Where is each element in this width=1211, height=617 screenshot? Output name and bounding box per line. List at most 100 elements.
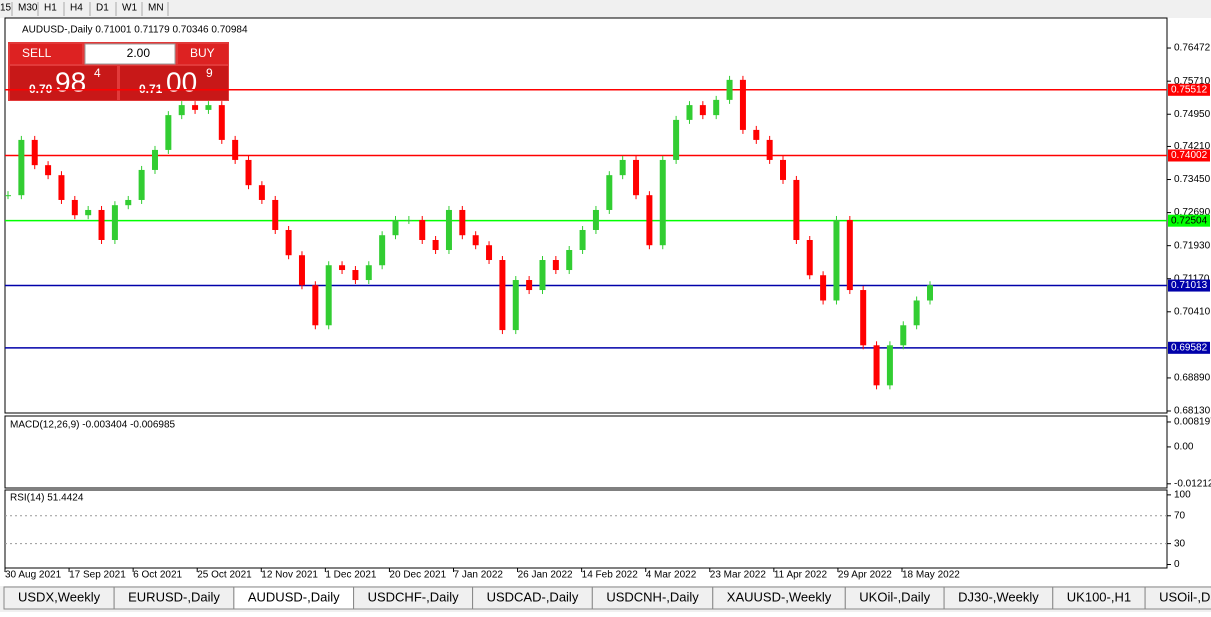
level-tag <box>1168 149 1210 162</box>
candle <box>285 229 292 256</box>
candle <box>178 105 185 116</box>
level-label: 0.74002 <box>1171 150 1208 161</box>
date-label: 20 Dec 2021 <box>389 570 446 581</box>
candle <box>686 105 693 120</box>
candle <box>258 185 265 200</box>
rsi-tick-label: 100 <box>1174 490 1191 501</box>
candle <box>459 209 466 236</box>
buy-big: 00 <box>166 66 197 97</box>
macd-panel <box>4 415 1168 489</box>
timeframe-button[interactable]: 15 <box>0 3 12 14</box>
tab-label: USOil-,Daily <box>1159 589 1211 604</box>
y-tick-label: 0.71930 <box>1174 240 1211 251</box>
candle <box>125 199 132 206</box>
buy-label: BUY <box>190 46 215 60</box>
tab-label: AUDUSD-,Daily <box>248 589 340 604</box>
candle <box>365 265 372 281</box>
sell-button[interactable] <box>10 44 82 64</box>
candle <box>846 219 853 291</box>
candle <box>780 159 787 180</box>
candle <box>5 195 11 197</box>
level-label: 0.75512 <box>1171 84 1208 95</box>
candle <box>499 260 506 331</box>
level-label: 0.72504 <box>1171 215 1208 226</box>
tab[interactable] <box>1144 586 1211 610</box>
candle <box>860 290 867 346</box>
tab-label: USDCHF-,Daily <box>368 589 460 604</box>
macd-tick-label: 0.00 <box>1174 442 1194 453</box>
y-tick-label: 0.76472 <box>1174 43 1211 54</box>
candle <box>111 205 118 240</box>
tab-label: EURUSD-,Daily <box>128 589 220 604</box>
candle <box>31 139 38 166</box>
date-label: 6 Oct 2021 <box>133 570 182 581</box>
level-tag <box>1168 83 1210 96</box>
lot-input[interactable] <box>84 43 176 65</box>
timeframe-button[interactable]: H4 <box>70 3 83 14</box>
date-label: 4 Mar 2022 <box>646 570 697 581</box>
candle <box>927 285 933 301</box>
candle <box>699 105 706 116</box>
candle <box>272 199 279 230</box>
level-label: 0.69582 <box>1171 342 1208 353</box>
date-label: 29 Apr 2022 <box>838 570 892 581</box>
y-tick-label: 0.71170 <box>1174 273 1210 284</box>
candle <box>45 165 52 176</box>
candle <box>232 139 239 160</box>
candle <box>539 260 546 291</box>
macd-title: MACD(12,26,9) -0.003404 -0.006985 <box>10 420 176 431</box>
candle <box>739 79 746 130</box>
tab-label: DJ30-,Weekly <box>958 589 1039 604</box>
candle <box>833 219 840 301</box>
date-label: 18 May 2022 <box>902 570 960 581</box>
candle <box>726 79 733 100</box>
candle <box>766 139 773 160</box>
timeframe-button[interactable]: D1 <box>96 3 109 14</box>
date-label: 12 Nov 2021 <box>261 570 318 581</box>
macd-tick-label: 0.008197 <box>1174 417 1211 428</box>
lot-value: 2.00 <box>127 46 151 60</box>
level-label: 0.71013 <box>1171 280 1208 291</box>
y-tick-label: 0.74210 <box>1174 141 1211 152</box>
candle <box>298 255 305 286</box>
date-label: 25 Oct 2021 <box>197 570 252 581</box>
level-tag <box>1168 279 1210 292</box>
candle <box>886 345 893 386</box>
candle <box>245 159 252 186</box>
candle <box>192 105 199 110</box>
tab-label: UK100-,H1 <box>1067 589 1131 604</box>
y-tick-label: 0.72690 <box>1174 207 1211 218</box>
buy-price[interactable] <box>120 66 228 100</box>
candle <box>512 280 519 331</box>
candle <box>205 105 212 110</box>
candle <box>592 209 599 230</box>
tab-label: XAUUSD-,Weekly <box>727 589 832 604</box>
rsi-title: RSI(14) 51.4424 <box>10 493 84 504</box>
toolbar <box>0 0 1211 18</box>
candle <box>445 209 452 251</box>
buy-button[interactable] <box>178 44 228 64</box>
candle <box>606 175 613 210</box>
timeframe-button[interactable]: MN <box>148 3 164 14</box>
candle <box>486 245 493 261</box>
candle <box>633 159 640 196</box>
timeframe-button[interactable]: M30 <box>18 3 38 14</box>
timeframe-button[interactable]: H1 <box>44 3 57 14</box>
y-tick-label: 0.70410 <box>1174 306 1211 317</box>
candle <box>793 179 800 240</box>
timeframe-button[interactable]: W1 <box>122 3 137 14</box>
sell-price[interactable] <box>10 66 117 100</box>
candle <box>165 115 172 150</box>
y-tick-label: 0.68890 <box>1174 373 1211 384</box>
candle <box>325 265 332 326</box>
candle <box>820 275 827 301</box>
candle <box>619 159 626 176</box>
candle <box>312 285 319 326</box>
candle <box>71 199 78 216</box>
candle <box>392 219 399 236</box>
candle <box>713 99 720 116</box>
candle <box>18 139 25 196</box>
